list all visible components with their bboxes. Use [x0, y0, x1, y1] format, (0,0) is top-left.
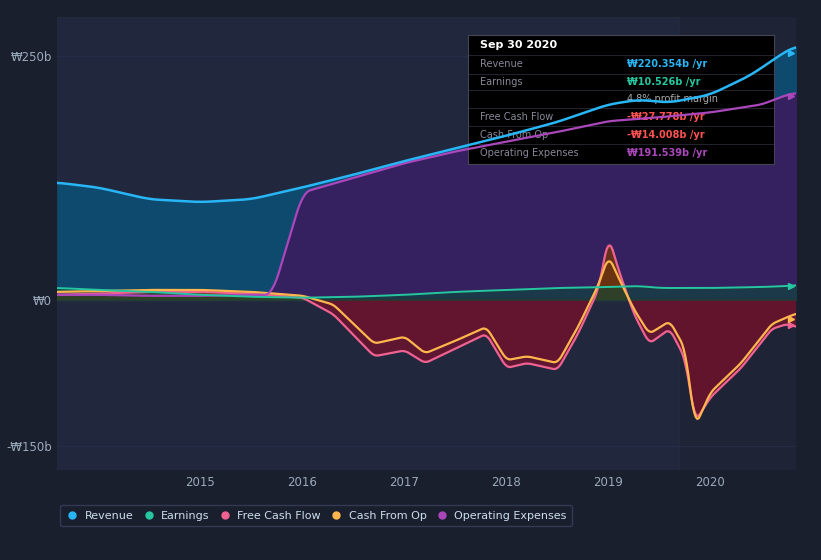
Bar	[57, 17, 679, 470]
Legend: Revenue, Earnings, Free Cash Flow, Cash From Op, Operating Expenses: Revenue, Earnings, Free Cash Flow, Cash …	[60, 505, 572, 526]
